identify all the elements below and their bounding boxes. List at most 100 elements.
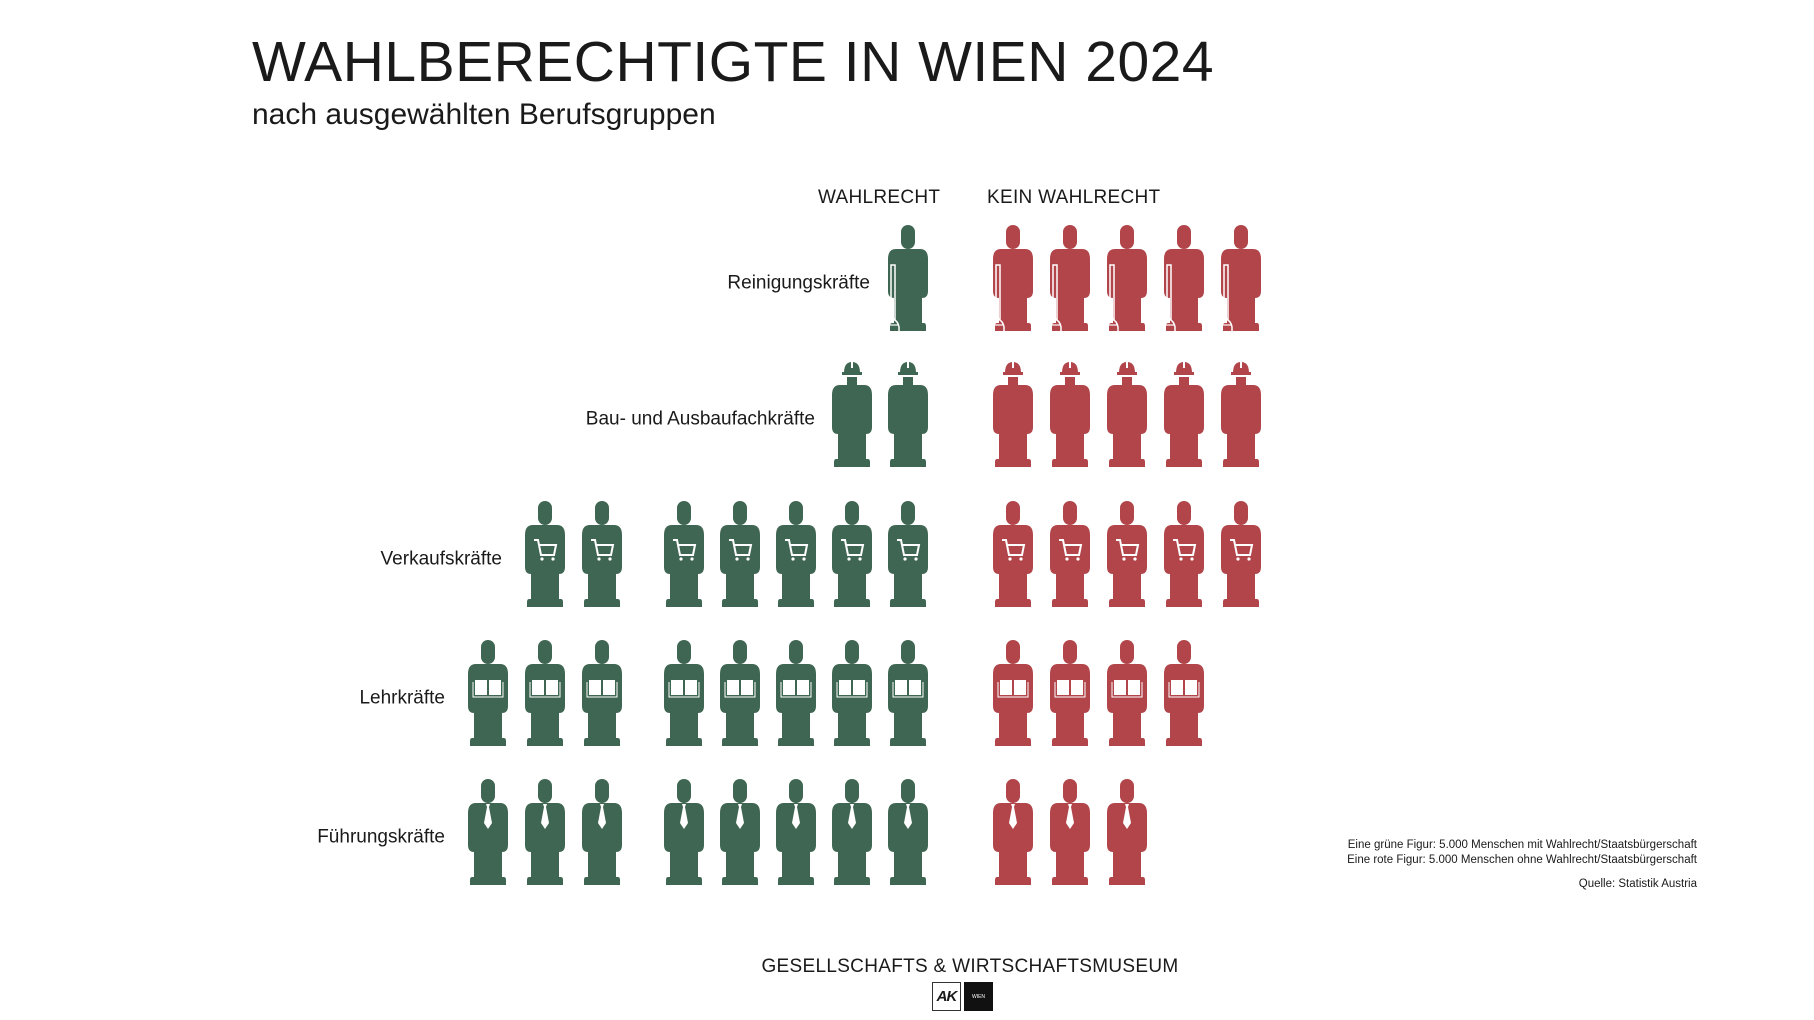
figure-kein-wahlrecht <box>1105 499 1149 611</box>
book-person-icon <box>993 640 1033 746</box>
broom-person-icon <box>1105 225 1147 334</box>
figure-wahlrecht <box>718 499 762 611</box>
broom-person-icon <box>991 225 1033 334</box>
figure-kein-wahlrecht <box>1048 359 1092 471</box>
book-person-icon <box>664 640 704 746</box>
source-note: Quelle: Statistik Austria <box>1578 878 1697 890</box>
figure-wahlrecht <box>523 777 567 889</box>
tie-person-icon <box>664 779 704 885</box>
shopping-cart-person-icon <box>832 501 872 607</box>
figure-wahlrecht <box>523 638 567 750</box>
tie-person-icon <box>888 779 928 885</box>
figure-kein-wahlrecht <box>991 499 1035 611</box>
figure-kein-wahlrecht <box>1162 359 1206 471</box>
hard-hat-person-icon <box>1050 362 1090 467</box>
figure-wahlrecht <box>774 777 818 889</box>
book-person-icon <box>468 640 508 746</box>
figure-wahlrecht <box>662 638 706 750</box>
chart-subtitle: nach ausgewählten Berufsgruppen <box>252 98 716 131</box>
tie-person-icon <box>525 779 565 885</box>
legend-red: Eine rote Figur: 5.000 Menschen ohne Wah… <box>1347 854 1697 866</box>
legend-green: Eine grüne Figur: 5.000 Menschen mit Wah… <box>1347 839 1697 851</box>
figure-wahlrecht <box>662 777 706 889</box>
hard-hat-person-icon <box>1164 362 1204 467</box>
shopping-cart-person-icon <box>1221 501 1261 607</box>
figure-kein-wahlrecht <box>1048 223 1092 335</box>
figure-wahlrecht <box>718 638 762 750</box>
figure-wahlrecht <box>580 499 624 611</box>
figure-kein-wahlrecht <box>1105 223 1149 335</box>
shopping-cart-person-icon <box>993 501 1033 607</box>
figure-kein-wahlrecht <box>1105 777 1149 889</box>
figure-wahlrecht <box>774 638 818 750</box>
figure-wahlrecht <box>886 223 930 335</box>
museum-name: GESELLSCHAFTS & WIRTSCHAFTSMUSEUM <box>761 956 1179 977</box>
book-person-icon <box>1164 640 1204 746</box>
hard-hat-person-icon <box>1221 362 1261 467</box>
legend: Eine grüne Figur: 5.000 Menschen mit Wah… <box>1347 838 1697 892</box>
figure-wahlrecht <box>580 777 624 889</box>
row-label: Lehrkräfte <box>359 687 445 709</box>
figure-wahlrecht <box>830 777 874 889</box>
shopping-cart-person-icon <box>664 501 704 607</box>
figure-wahlrecht <box>466 638 510 750</box>
tie-person-icon <box>720 779 760 885</box>
book-person-icon <box>1107 640 1147 746</box>
shopping-cart-person-icon <box>1107 501 1147 607</box>
figure-wahlrecht <box>774 499 818 611</box>
hard-hat-person-icon <box>1107 362 1147 467</box>
figure-kein-wahlrecht <box>1048 499 1092 611</box>
figure-kein-wahlrecht <box>991 223 1035 335</box>
broom-person-icon <box>1219 225 1261 334</box>
ak-logo: AK <box>932 982 961 1011</box>
figure-wahlrecht <box>466 777 510 889</box>
figure-kein-wahlrecht <box>1162 499 1206 611</box>
book-person-icon <box>525 640 565 746</box>
figure-wahlrecht <box>886 359 930 471</box>
tie-person-icon <box>1050 779 1090 885</box>
column-header-wahlrecht: WAHLRECHT <box>818 187 941 208</box>
figure-kein-wahlrecht <box>1219 499 1263 611</box>
figure-kein-wahlrecht <box>991 359 1035 471</box>
broom-person-icon <box>1162 225 1204 334</box>
figure-wahlrecht <box>662 499 706 611</box>
figure-kein-wahlrecht <box>1162 638 1206 750</box>
tie-person-icon <box>582 779 622 885</box>
figure-wahlrecht <box>580 638 624 750</box>
figure-kein-wahlrecht <box>1219 223 1263 335</box>
figure-kein-wahlrecht <box>1105 638 1149 750</box>
figure-wahlrecht <box>830 499 874 611</box>
tie-person-icon <box>832 779 872 885</box>
figure-wahlrecht <box>886 638 930 750</box>
wien-logo: WIEN <box>964 982 993 1011</box>
figure-kein-wahlrecht <box>1048 638 1092 750</box>
shopping-cart-person-icon <box>888 501 928 607</box>
shopping-cart-person-icon <box>720 501 760 607</box>
broom-person-icon <box>886 225 928 334</box>
figure-kein-wahlrecht <box>1162 223 1206 335</box>
figure-wahlrecht <box>830 638 874 750</box>
figure-kein-wahlrecht <box>1048 777 1092 889</box>
figure-wahlrecht <box>718 777 762 889</box>
row-label: Verkaufskräfte <box>380 548 502 570</box>
shopping-cart-person-icon <box>776 501 816 607</box>
figure-wahlrecht <box>886 777 930 889</box>
book-person-icon <box>832 640 872 746</box>
ak-wien-logo: AK WIEN <box>932 982 993 1011</box>
tie-person-icon <box>776 779 816 885</box>
figure-wahlrecht <box>830 359 874 471</box>
chart-title: WAHLBERECHTIGTE IN WIEN 2024 <box>252 30 1215 94</box>
figure-kein-wahlrecht <box>1219 359 1263 471</box>
book-person-icon <box>776 640 816 746</box>
row-label: Reinigungskräfte <box>727 272 870 294</box>
figure-kein-wahlrecht <box>1105 359 1149 471</box>
hard-hat-person-icon <box>832 362 872 467</box>
figure-kein-wahlrecht <box>991 777 1035 889</box>
row-label: Führungskräfte <box>317 826 445 848</box>
tie-person-icon <box>1107 779 1147 885</box>
tie-person-icon <box>468 779 508 885</box>
book-person-icon <box>888 640 928 746</box>
shopping-cart-person-icon <box>1050 501 1090 607</box>
shopping-cart-person-icon <box>1164 501 1204 607</box>
hard-hat-person-icon <box>888 362 928 467</box>
